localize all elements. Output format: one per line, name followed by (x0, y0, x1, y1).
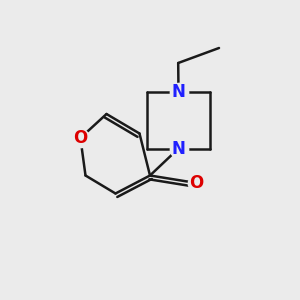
Text: N: N (172, 140, 185, 158)
Text: N: N (172, 82, 185, 100)
Text: O: O (189, 174, 204, 192)
Text: O: O (73, 129, 88, 147)
